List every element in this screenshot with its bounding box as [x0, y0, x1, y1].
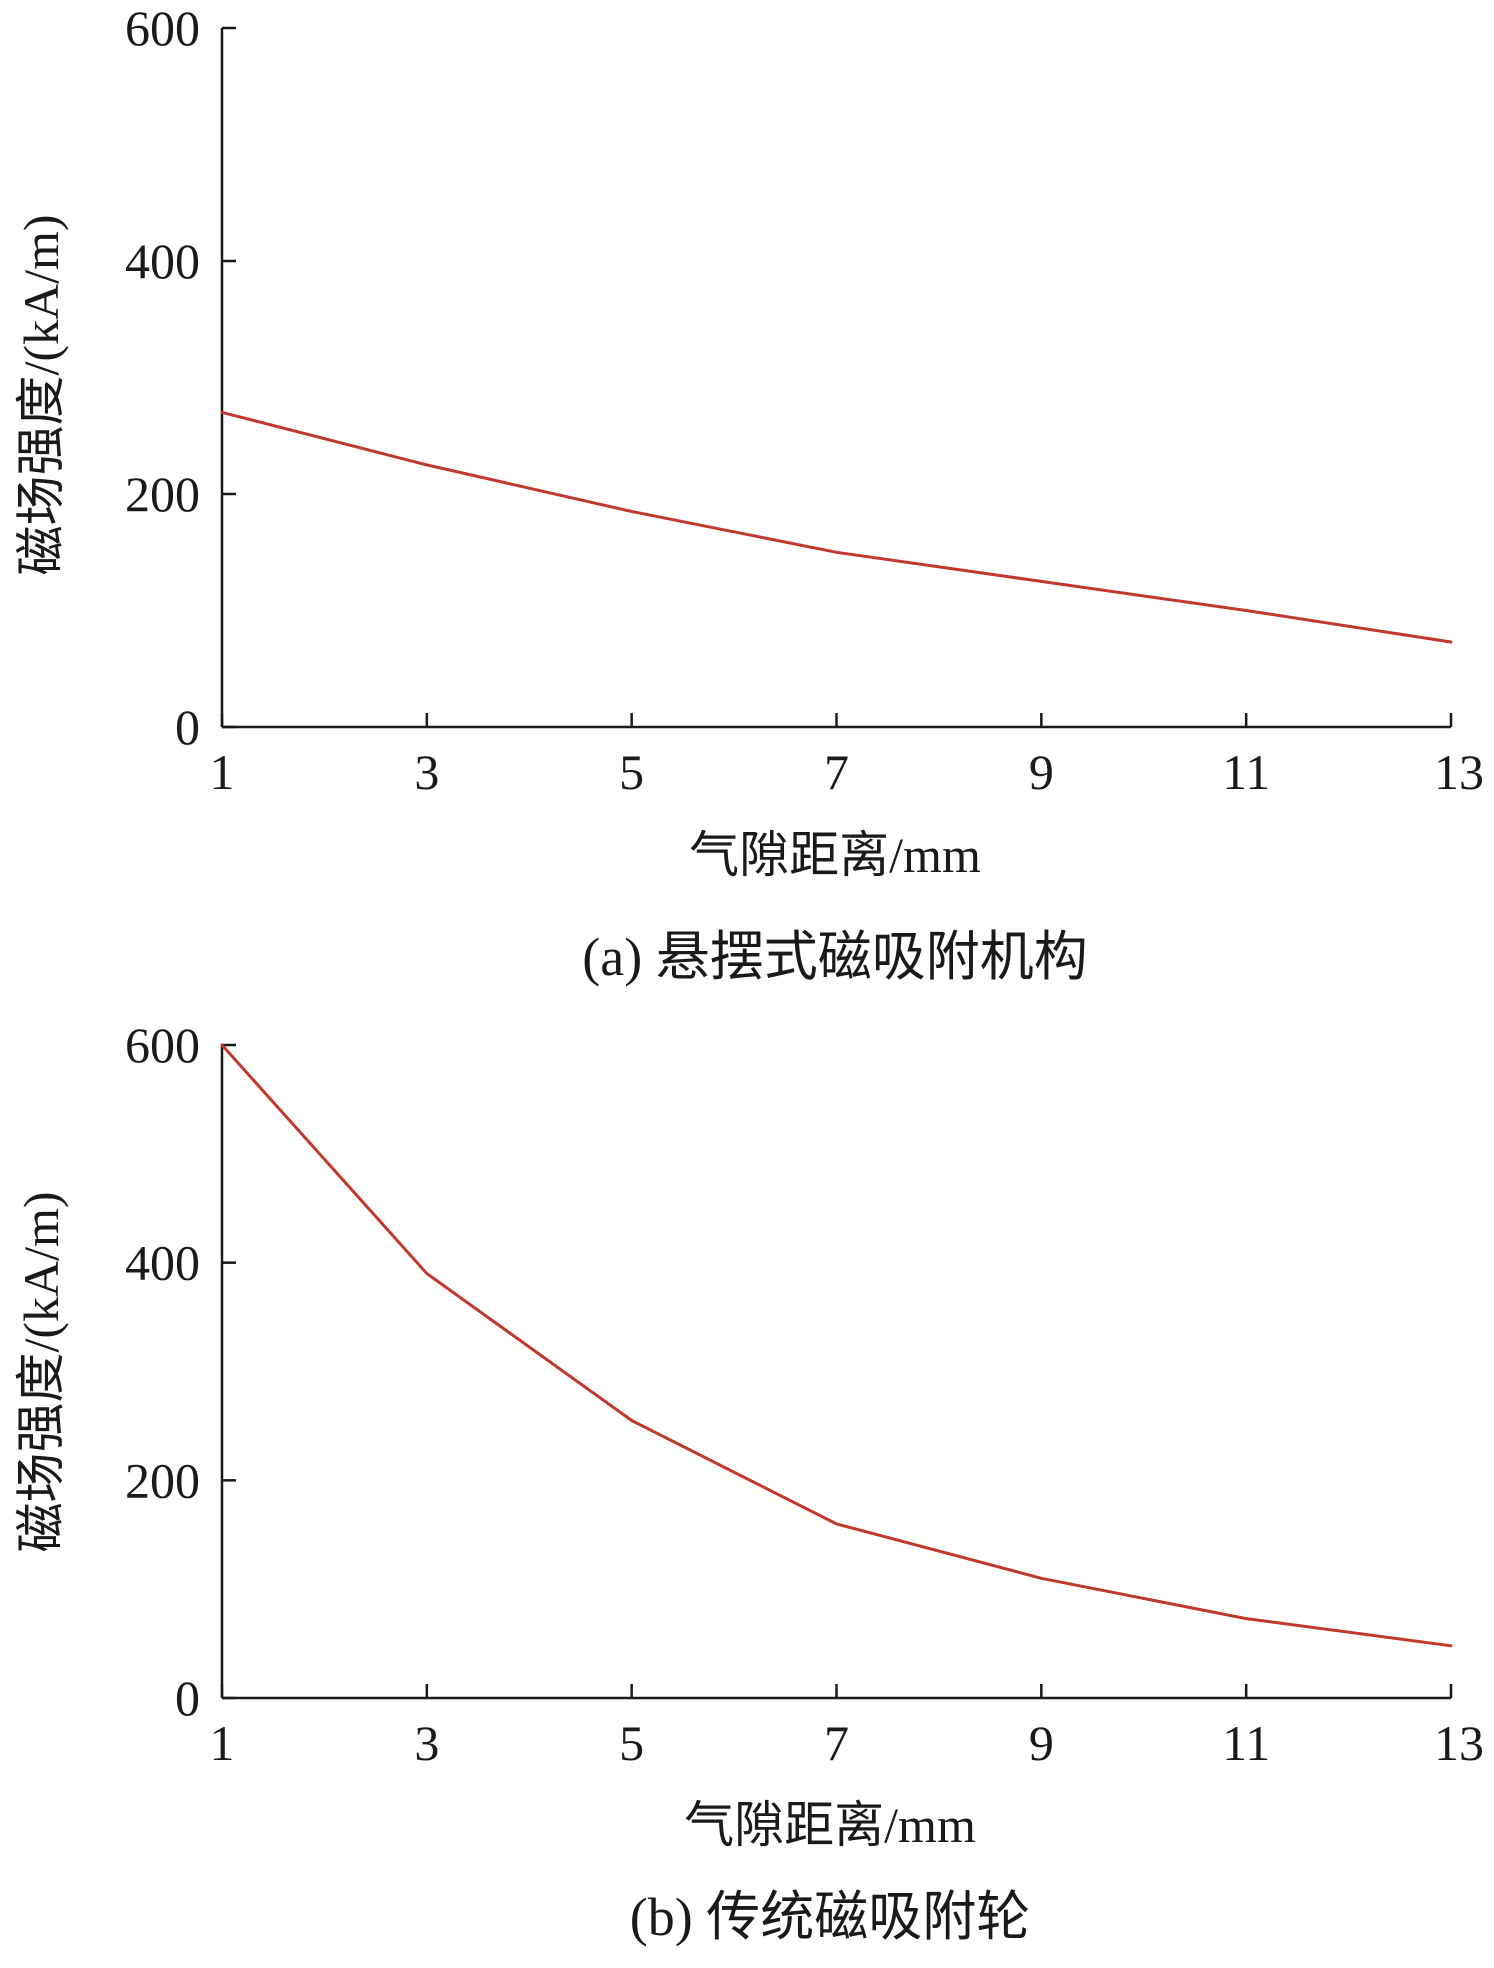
panel-b-x-tick-label: 9 [1029, 1715, 1054, 1771]
panel-a-x-tick-label: 7 [824, 744, 849, 800]
panel-a-y-axis-label: 磁场强度/(kA/m) [13, 214, 69, 575]
panel-b-y-tick-label: 600 [125, 1017, 200, 1073]
panel-a-y-tick-label: 200 [125, 466, 200, 522]
panel-a-x-tick-label: 11 [1222, 744, 1270, 800]
panel-a-caption: (a) 悬摆式磁吸附机构 [582, 927, 1087, 987]
panel-a-x-tick-label: 5 [619, 744, 644, 800]
panel-b-x-tick-label: 11 [1222, 1715, 1270, 1771]
panel-b-x-tick-label: 7 [824, 1715, 849, 1771]
panel-a-x-tick-label: 13 [1434, 744, 1484, 800]
panel-b-x-tick-label: 5 [619, 1715, 644, 1771]
panel-a-x-axis-label: 气隙距离/mm [689, 827, 981, 883]
panel-b-y-axis-label: 磁场强度/(kA/m) [13, 1191, 69, 1552]
panel-b-y-tick-label: 200 [125, 1452, 200, 1508]
panel-a-x-tick-label: 1 [210, 744, 235, 800]
panel-b-y-tick-label: 0 [175, 1670, 200, 1726]
panel-a-y-tick-label: 400 [125, 233, 200, 289]
panel-a-y-tick-label: 0 [175, 699, 200, 755]
panel-b-y-tick-label: 400 [125, 1235, 200, 1291]
panel-b-caption: (b) 传统磁吸附轮 [630, 1887, 1030, 1947]
panel-a-x-tick-label: 9 [1029, 744, 1054, 800]
panel-a-y-tick-label: 600 [125, 0, 200, 56]
panel-b-series-line [220, 1043, 1453, 1648]
panel-b-x-tick-label: 3 [414, 1715, 439, 1771]
panel-b-x-tick-label: 13 [1434, 1715, 1484, 1771]
panel-a-series-line [220, 410, 1453, 644]
panel-b-x-tick-label: 1 [210, 1715, 235, 1771]
panel-a-x-tick-label: 3 [414, 744, 439, 800]
panel-b-x-axis-label: 气隙距离/mm [684, 1797, 976, 1853]
